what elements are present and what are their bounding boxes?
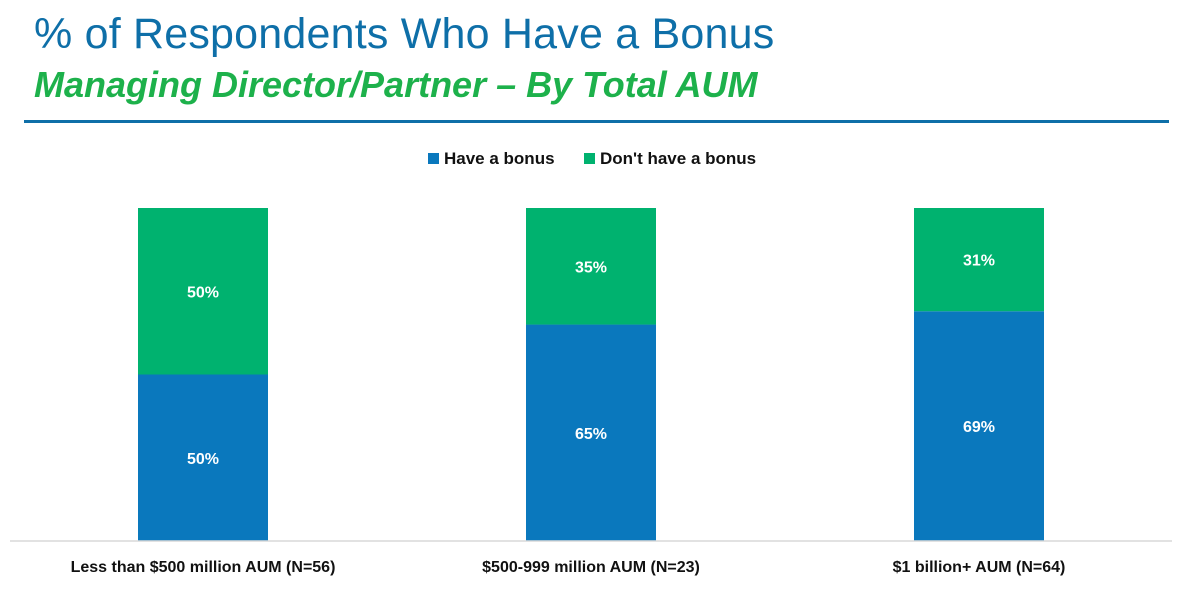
- bar-don-t-have-a-bonus-3: [914, 208, 1044, 312]
- title-divider: [24, 120, 1169, 123]
- bars: 50% 50% 65% 35% 69% 31%: [138, 208, 1044, 541]
- data-label-don-t-have-a-bonus-3: 31%: [963, 253, 995, 270]
- data-label-have-a-bonus-1: 50%: [187, 451, 219, 468]
- legend-label-have-a-bonus: Have a bonus: [444, 149, 555, 168]
- data-label-don-t-have-a-bonus-1: 50%: [187, 284, 219, 301]
- legend-swatch-don-t-have-a-bonus: [584, 153, 595, 164]
- bar-don-t-have-a-bonus-2: [526, 208, 656, 325]
- legend: Have a bonus Don't have a bonus: [428, 149, 756, 168]
- category-label-2: $500-999 million AUM (N=23): [482, 559, 700, 576]
- data-label-have-a-bonus-3: 69%: [963, 419, 995, 436]
- legend-label-don-t-have-a-bonus: Don't have a bonus: [600, 149, 756, 168]
- category-labels: Less than $500 million AUM (N=56) $500-99…: [71, 559, 1066, 576]
- data-label-don-t-have-a-bonus-2: 35%: [575, 259, 607, 276]
- data-label-have-a-bonus-2: 65%: [575, 426, 607, 443]
- category-label-1: Less than $500 million AUM (N=56): [71, 559, 336, 576]
- bar-don-t-have-a-bonus-1: [138, 208, 268, 375]
- bar-have-a-bonus-2: [526, 324, 656, 541]
- chart-title: % of Respondents Who Have a Bonus: [34, 10, 775, 58]
- bar-have-a-bonus-3: [914, 311, 1044, 541]
- chart-subtitle: Managing Director/Partner – By Total AUM: [34, 64, 758, 105]
- legend-swatch-have-a-bonus: [428, 153, 439, 164]
- category-label-3: $1 billion+ AUM (N=64): [893, 559, 1066, 576]
- bar-have-a-bonus-1: [138, 374, 268, 541]
